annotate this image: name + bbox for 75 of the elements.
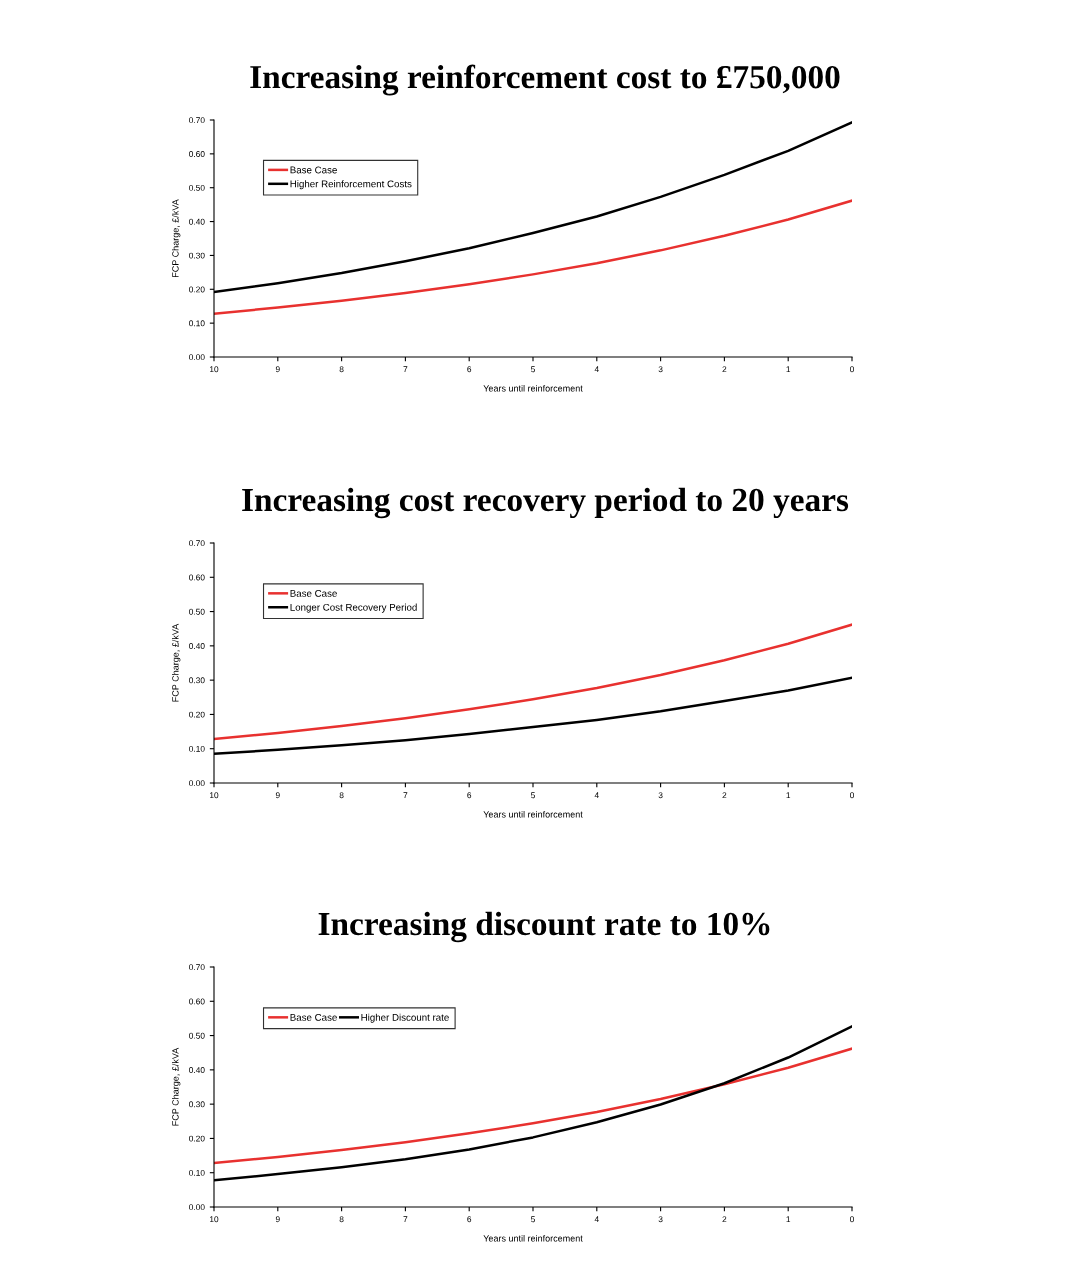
x-tick-label: 1 xyxy=(786,792,791,799)
x-tick-label: 10 xyxy=(210,792,219,799)
y-tick-label: 0.50 xyxy=(189,608,205,615)
y-tick-label: 0.50 xyxy=(189,184,205,191)
x-axis-title: Years until reinforcement xyxy=(483,810,583,818)
y-axis-title: FCP Charge, £/kVA xyxy=(172,623,181,702)
x-tick-label: 8 xyxy=(339,1216,344,1223)
x-tick-label: 1 xyxy=(786,1216,791,1223)
x-tick-label: 5 xyxy=(531,366,535,373)
y-tick-label: 0.20 xyxy=(189,1135,205,1142)
x-tick-label: 4 xyxy=(594,1216,599,1223)
x-tick-label: 2 xyxy=(722,366,727,373)
line-series xyxy=(214,623,852,741)
y-tick-label: 0.10 xyxy=(189,320,205,327)
legend-label: Higher Reinforcement Costs xyxy=(290,180,412,190)
legend-label: Base Case xyxy=(290,589,337,597)
x-tick-label: 5 xyxy=(531,1216,535,1223)
x-tick-label: 2 xyxy=(722,792,727,799)
x-tick-label: 6 xyxy=(467,1216,472,1223)
y-axis-title: FCP Charge, £/kVA xyxy=(172,1047,181,1126)
y-tick-label: 0.40 xyxy=(189,643,205,649)
y-tick-label: 0.70 xyxy=(189,964,205,971)
y-tick-label: 0.60 xyxy=(189,574,205,581)
chart-title: Increasing cost recovery period to 20 years xyxy=(242,487,849,519)
x-tick-label: 7 xyxy=(403,1216,408,1223)
y-tick-label: 0.00 xyxy=(189,354,205,361)
y-tick-label: 0.60 xyxy=(189,151,205,157)
y-tick-label: 0.30 xyxy=(189,677,205,684)
legend-label: Base Case xyxy=(290,166,337,174)
x-axis-title: Years until reinforcement xyxy=(483,1234,583,1242)
legend-label: Base Case xyxy=(290,1013,337,1021)
y-tick-label: 0.40 xyxy=(189,1067,205,1073)
x-tick-label: 9 xyxy=(275,1216,280,1223)
x-tick-label: 3 xyxy=(658,366,663,373)
x-tick-label: 6 xyxy=(467,792,472,799)
x-tick-label: 10 xyxy=(210,1216,219,1223)
y-tick-label: 0.00 xyxy=(189,780,205,787)
y-tick-label: 0.40 xyxy=(189,218,205,225)
chart-title: Increasing reinforcement cost to £750,000 xyxy=(250,64,840,96)
y-tick-label: 0.50 xyxy=(189,1032,205,1039)
x-axis-title: Years until reinforcement xyxy=(483,384,583,392)
x-tick-label: 9 xyxy=(275,366,280,373)
y-tick-label: 0.30 xyxy=(189,1101,205,1108)
x-tick-label: 3 xyxy=(658,792,663,799)
x-tick-label: 0 xyxy=(850,366,854,373)
y-tick-label: 0.10 xyxy=(189,745,205,752)
y-tick-label: 0.70 xyxy=(189,540,205,547)
x-tick-label: 9 xyxy=(275,792,280,799)
y-tick-label: 0.20 xyxy=(189,286,205,293)
x-tick-label: 4 xyxy=(594,366,599,373)
x-tick-label: 5 xyxy=(531,792,535,799)
y-axis-title: FCP Charge, £/kVA xyxy=(172,199,181,277)
y-tick-label: 0.60 xyxy=(189,998,205,1005)
x-tick-label: 2 xyxy=(722,1216,727,1223)
y-tick-label: 0.30 xyxy=(189,252,205,259)
line-series xyxy=(214,199,852,315)
y-tick-label: 0.10 xyxy=(189,1169,205,1176)
x-tick-label: 7 xyxy=(403,366,408,373)
x-tick-label: 10 xyxy=(210,366,219,373)
x-tick-label: 8 xyxy=(339,792,344,799)
y-tick-label: 0.00 xyxy=(189,1204,205,1211)
x-tick-label: 7 xyxy=(403,792,408,799)
y-tick-label: 0.70 xyxy=(189,117,205,124)
y-tick-label: 0.20 xyxy=(189,711,205,718)
legend-label: Higher Discount rate xyxy=(361,1013,449,1023)
x-tick-label: 8 xyxy=(339,366,344,373)
x-tick-label: 0 xyxy=(850,792,854,799)
x-tick-label: 4 xyxy=(594,792,599,799)
line-series xyxy=(214,1047,852,1165)
x-tick-label: 6 xyxy=(467,366,472,373)
x-tick-label: 1 xyxy=(786,366,791,373)
x-tick-label: 0 xyxy=(850,1216,854,1223)
legend-label: Longer Cost Recovery Period xyxy=(290,603,417,613)
chart-title: Increasing discount rate to 10% xyxy=(318,911,770,943)
x-tick-label: 3 xyxy=(658,1216,663,1223)
